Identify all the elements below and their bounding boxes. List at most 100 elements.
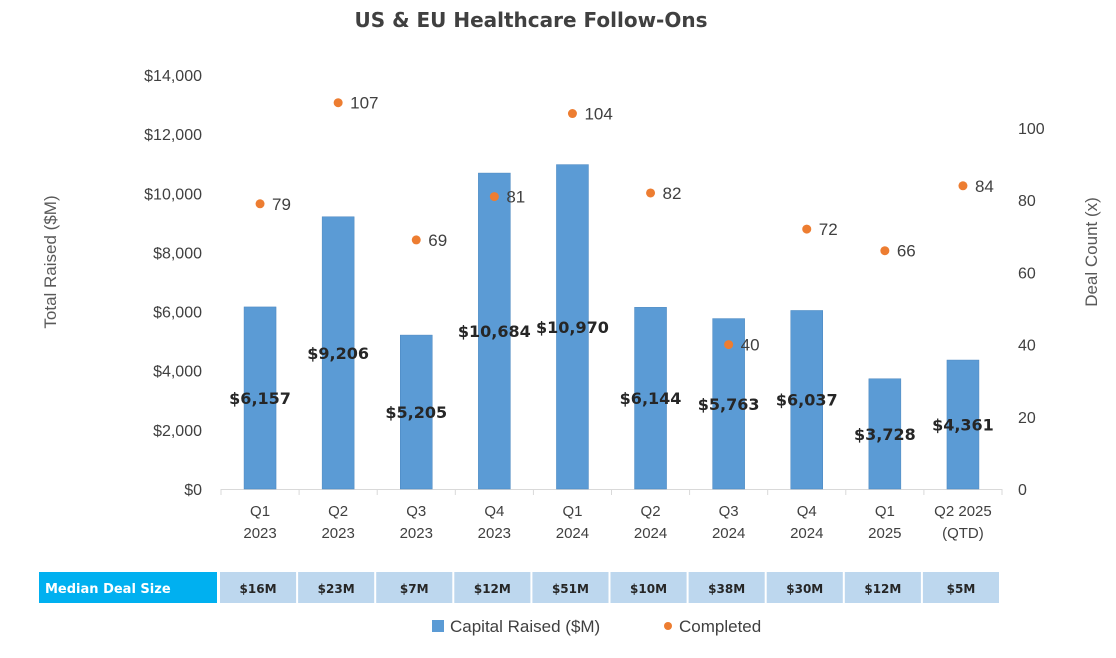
median-cell	[298, 572, 375, 603]
x-tick-label: Q3 2023	[400, 503, 433, 542]
scatter-point	[255, 199, 265, 209]
bar-data-label: $3,728	[854, 425, 916, 444]
scatter-data-label: 72	[819, 220, 838, 239]
median-cell-value: $12M	[864, 582, 901, 596]
scatter-point	[880, 246, 890, 256]
legend-dot-label: Completed	[679, 617, 761, 636]
scatter-point	[333, 98, 343, 108]
median-cell	[844, 572, 921, 603]
scatter-data-labels: 79 107 69 81 104 82 40 72 66 84	[272, 94, 994, 355]
median-cell-value: $23M	[318, 582, 355, 596]
scatter-point	[567, 109, 577, 119]
scatter-point	[802, 224, 812, 234]
bar	[400, 334, 433, 490]
scatter-data-label: 40	[741, 336, 760, 355]
x-tick-label: Q4 2024	[790, 503, 823, 542]
bar-data-label: $9,206	[307, 344, 369, 363]
scatter-point	[646, 188, 656, 198]
scatter-data-label: 81	[506, 188, 525, 207]
scatter-point	[958, 181, 968, 191]
x-tick-label: Q1 2025	[868, 503, 901, 542]
bar	[556, 164, 589, 490]
scatter-data-label: 84	[975, 177, 994, 196]
bar	[634, 307, 667, 490]
y2-axis-ticks: 0 20 40 60 80 100	[1018, 121, 1045, 499]
bar-data-label: $5,205	[385, 403, 447, 422]
bar-data-label: $6,037	[776, 391, 838, 410]
x-tick-label: Q4 2023	[478, 503, 511, 542]
median-cell-value: $30M	[786, 582, 823, 596]
legend-bar-label: Capital Raised ($M)	[450, 617, 600, 636]
y-tick-label: $8,000	[153, 245, 202, 262]
bar	[321, 216, 355, 490]
bar-data-label: $10,970	[536, 318, 609, 337]
median-cell	[922, 572, 999, 603]
median-deal-size-row: Median Deal Size $16M $23M $7M $12M $51M $10M…	[39, 572, 999, 603]
y-tick-label: $10,000	[144, 186, 202, 203]
median-cell-value: $12M	[474, 582, 511, 596]
x-tick-label: Q1 2023	[243, 503, 276, 542]
y2-tick-label: 20	[1018, 410, 1036, 427]
x-tick-label: Q2 2023	[321, 503, 354, 542]
y-axis-title: Total Raised ($M)	[41, 195, 60, 328]
legend-dot-swatch	[664, 622, 672, 630]
y-tick-label: $12,000	[144, 127, 202, 144]
y-axis-ticks: $0 $2,000 $4,000 $6,000 $8,000 $10,000 $12,000…	[144, 68, 202, 499]
scatter-point	[489, 192, 499, 202]
x-tick-label: Q1 2024	[556, 503, 589, 542]
y-tick-label: $0	[184, 482, 202, 499]
y2-tick-label: 40	[1018, 338, 1036, 355]
x-tick-label: Q3 2024	[712, 503, 745, 542]
x-tick-label: Q2 2024	[634, 503, 667, 542]
median-cell	[454, 572, 531, 603]
median-cell-value: $5M	[947, 582, 976, 596]
bar-data-label: $6,144	[620, 389, 682, 408]
y-tick-label: $6,000	[153, 305, 202, 322]
scatter-point	[724, 340, 734, 350]
median-cell-value: $7M	[400, 582, 429, 596]
scatter-data-label: 107	[350, 94, 378, 113]
median-cell	[220, 572, 297, 603]
bar	[243, 306, 277, 490]
bar	[946, 359, 980, 490]
y-tick-label: $2,000	[153, 423, 202, 440]
y2-tick-label: 60	[1018, 265, 1036, 282]
x-axis-ticks	[220, 489, 1003, 495]
scatter-series	[255, 98, 968, 350]
y2-axis-title: Deal Count (x)	[1082, 197, 1101, 307]
chart-title: US & EU Healthcare Follow-Ons	[354, 8, 707, 32]
scatter-data-label: 104	[584, 105, 612, 124]
x-tick-label: Q2 2025 (QTD)	[934, 503, 992, 542]
y-tick-label: $14,000	[144, 68, 202, 85]
bar-data-label: $4,361	[932, 416, 994, 435]
y-tick-label: $4,000	[153, 364, 202, 381]
median-header-cell	[39, 572, 217, 603]
bar-series	[243, 164, 980, 490]
scatter-data-label: 66	[897, 242, 916, 261]
x-axis-labels: Q1 2023 Q2 2023 Q3 2023 Q4 2023 Q1 2024 Q2 2024 Q3 20…	[243, 503, 991, 542]
bar-data-labels: $6,157 $9,206 $5,205 $10,684 $10,970 $6,144 $5…	[229, 318, 994, 444]
median-cell-value: $51M	[552, 582, 589, 596]
median-cell-value: $10M	[630, 582, 667, 596]
scatter-data-label: 69	[428, 231, 447, 250]
bar	[790, 310, 823, 490]
y2-tick-label: 80	[1018, 193, 1036, 210]
scatter-point	[411, 235, 421, 245]
scatter-data-label: 79	[272, 195, 291, 214]
bar	[868, 378, 902, 490]
median-header-label: Median Deal Size	[45, 582, 171, 597]
y2-tick-label: 0	[1018, 482, 1027, 499]
legend-bar-swatch	[432, 620, 444, 632]
median-cell	[610, 572, 687, 603]
bar-data-label: $6,157	[229, 389, 291, 408]
y2-tick-label: 100	[1018, 121, 1045, 138]
bar-data-label: $5,763	[698, 395, 760, 414]
scatter-data-label: 82	[663, 184, 682, 203]
median-cell-value: $38M	[708, 582, 745, 596]
median-cell	[766, 572, 843, 603]
median-cell-value: $16M	[240, 582, 277, 596]
bar	[478, 172, 511, 490]
median-cell	[376, 572, 453, 603]
bar-data-label: $10,684	[458, 322, 531, 341]
